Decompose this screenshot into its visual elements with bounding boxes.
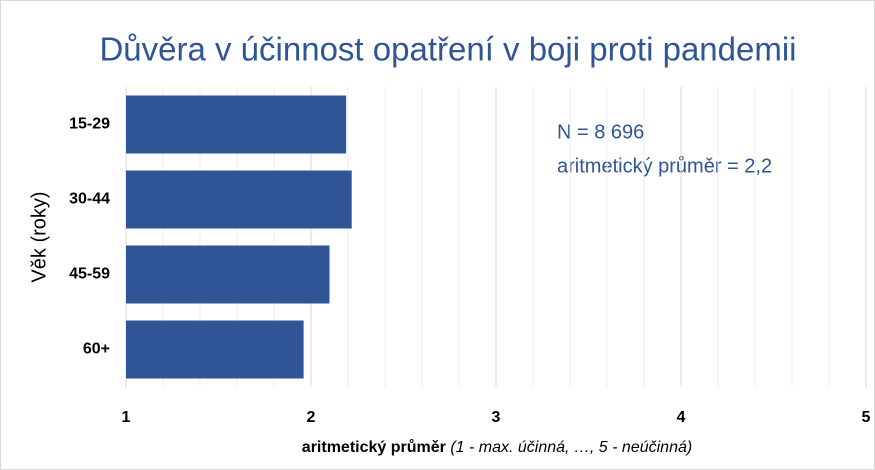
y-axis-label: Věk (roky) [28, 191, 50, 282]
x-tick-label: 4 [677, 409, 686, 426]
x-axis-label-note: (1 - max. účinná, …, 5 - neúčinná) [450, 439, 692, 456]
y-tick-label: 60+ [83, 341, 110, 358]
x-axis-label-main: aritmetický průměr [302, 439, 446, 456]
x-tick-label: 1 [122, 409, 131, 426]
bar [126, 320, 304, 379]
x-tick-label: 2 [307, 409, 316, 426]
bar [126, 245, 330, 304]
x-axis-label: aritmetický průměr (1 - max. účinná, …, … [302, 439, 692, 456]
x-tick-label: 5 [862, 409, 871, 426]
bar [126, 95, 347, 154]
y-tick-label: 15-29 [69, 116, 110, 133]
annotation: aritmetický průměr = 2,2 [557, 155, 772, 177]
y-tick-label: 45-59 [69, 266, 110, 283]
bar [126, 170, 352, 229]
x-tick-label: 3 [492, 409, 501, 426]
annotation: N = 8 696 [557, 121, 644, 143]
chart-title: Důvěra v účinnost opatření v boji proti … [99, 31, 796, 68]
y-tick-label: 30-44 [69, 191, 110, 208]
